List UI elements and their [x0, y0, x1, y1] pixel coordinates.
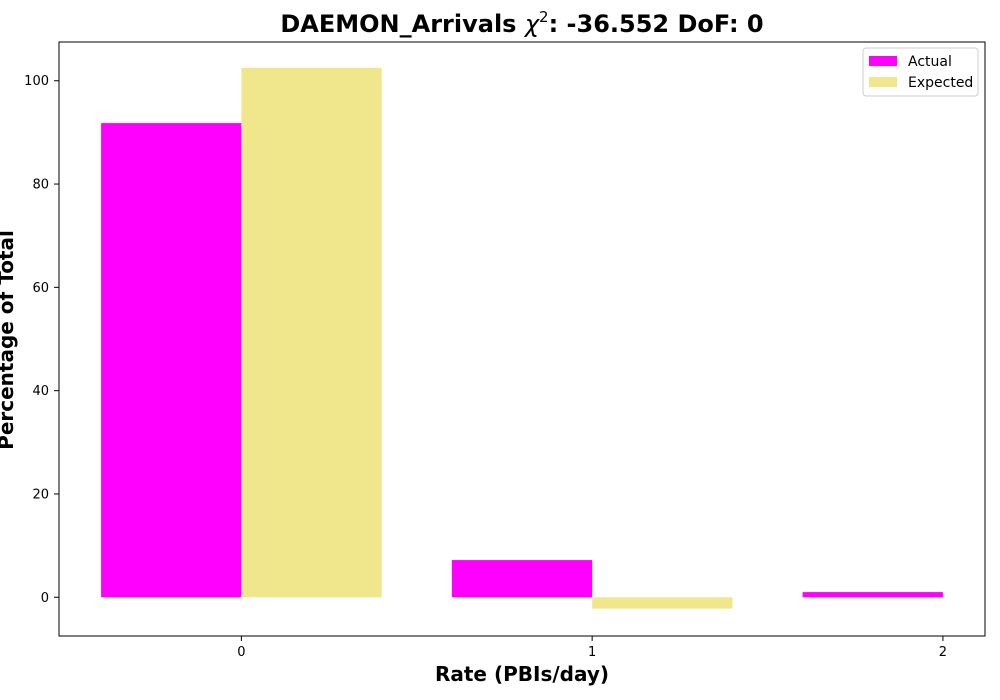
- bar-actual-2: [802, 592, 943, 598]
- bar-actual-1: [451, 560, 593, 598]
- chart-title: DAEMON_Arrivals χ2: -36.552 DoF: 0: [280, 8, 763, 38]
- legend: Actual Expected: [862, 47, 979, 97]
- y-axis-label: Percentage of Total: [0, 230, 18, 450]
- bar-expected-0: [241, 67, 382, 598]
- x-axis-ticks: 0 1 2: [237, 636, 947, 660]
- plot-frame: [58, 41, 986, 637]
- y-tick-label: 0: [41, 591, 49, 606]
- legend-label-expected: Expected: [908, 75, 973, 91]
- x-tick-label: 2: [939, 645, 947, 660]
- y-tick-label: 100: [24, 74, 49, 89]
- legend-swatch-actual: [869, 56, 897, 66]
- y-tick-label: 80: [32, 178, 49, 193]
- bar-expected-1: [592, 597, 733, 609]
- x-axis-label: Rate (PBIs/day): [435, 662, 609, 686]
- bar-actual-0: [101, 123, 242, 598]
- x-tick-label: 0: [237, 645, 245, 660]
- x-tick-label: 1: [588, 645, 596, 660]
- legend-swatch-expected: [869, 77, 897, 87]
- legend-label-actual: Actual: [908, 54, 952, 70]
- y-tick-label: 20: [32, 487, 49, 502]
- bars: [101, 67, 943, 609]
- y-axis-ticks: 0 20 40 60 80 100: [24, 74, 59, 606]
- y-tick-label: 60: [32, 281, 49, 296]
- y-tick-label: 40: [32, 384, 49, 399]
